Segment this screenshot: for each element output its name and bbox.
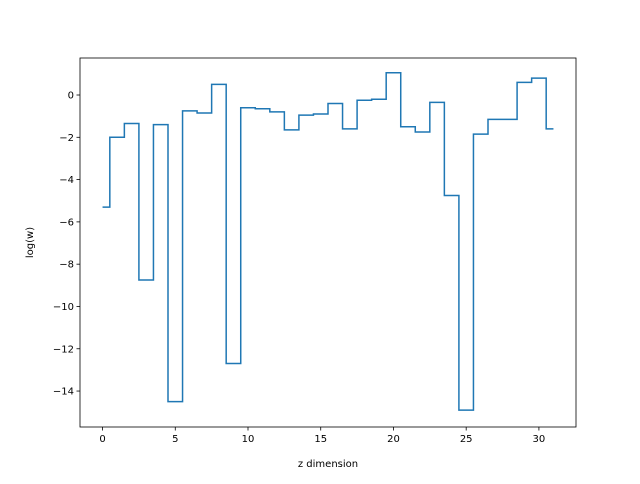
y-tick-label: −14 (53, 387, 74, 398)
x-tick-label: 5 (172, 434, 178, 445)
series-line-0 (102, 72, 554, 411)
x-axis-label: z dimension (298, 459, 358, 470)
x-tick-label: 10 (242, 434, 255, 445)
axes-layer: 0 5 10 15 20 25 30 0 −2 −4 −6 −8 −10 −12 −14 (53, 57, 577, 445)
x-tick-label: 0 (99, 434, 105, 445)
x-tick-label: 20 (387, 434, 400, 445)
axes-frame (79, 57, 577, 428)
y-tick-label: −8 (59, 260, 74, 271)
y-tick-label: 0 (68, 91, 74, 102)
y-tick-label: −6 (59, 217, 74, 228)
y-tick-label: −2 (59, 133, 74, 144)
x-tick-label: 15 (314, 434, 327, 445)
x-tick-label: 25 (460, 434, 473, 445)
y-tick-label: −4 (59, 175, 74, 186)
y-tick-label: −10 (53, 302, 74, 313)
plot-layer (102, 72, 554, 411)
y-axis-label: log(w) (25, 227, 36, 258)
y-tick-label: −12 (53, 344, 74, 355)
x-tick-label: 30 (533, 434, 546, 445)
